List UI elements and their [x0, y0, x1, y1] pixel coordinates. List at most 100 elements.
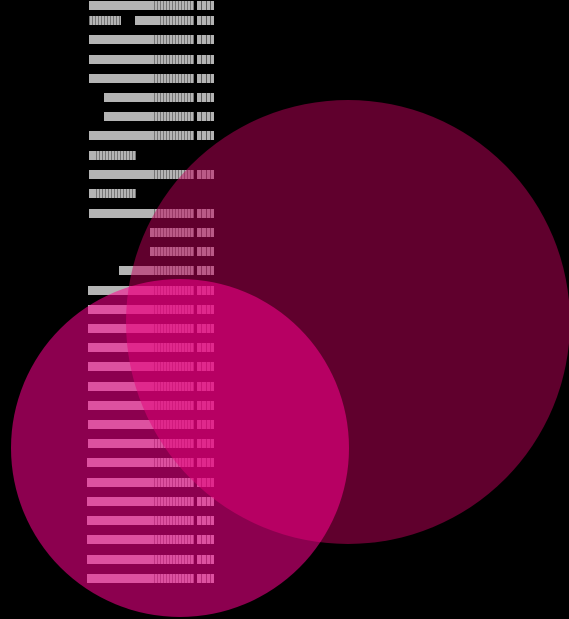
bar-stripe: [175, 131, 176, 140]
bar-stripe: [169, 112, 170, 121]
bar-stripe: [210, 74, 211, 83]
bar-stripe: [201, 16, 202, 25]
bar-row: [89, 16, 214, 25]
bar-stripe: [166, 131, 167, 140]
bar-stripe: [181, 55, 182, 64]
bar-stripe: [154, 55, 155, 64]
bar-stripe: [99, 151, 100, 160]
bar-stripe: [184, 1, 185, 10]
bar-stripe: [119, 16, 120, 25]
bar-stripe: [114, 151, 115, 160]
bar-stripe: [163, 112, 164, 121]
bar-stripe: [178, 74, 179, 83]
bar-stripe: [157, 1, 158, 10]
bar-stripe: [163, 93, 164, 102]
bar-segment: [135, 16, 194, 25]
bar-stripe: [181, 35, 182, 44]
bar-tail: [197, 74, 214, 83]
bar-stripe: [190, 93, 191, 102]
bar-stripe: [102, 151, 103, 160]
bar-stripe: [181, 170, 182, 179]
bar-stripe: [104, 16, 105, 25]
bar-stripe: [120, 189, 121, 198]
bar-stripe: [206, 16, 207, 25]
bar-stripe: [178, 112, 179, 121]
bar-row: [89, 1, 214, 10]
bar-stripe: [187, 1, 188, 10]
bar-stripe: [172, 170, 173, 179]
bar-stripe: [123, 151, 124, 160]
bar-stripe: [166, 1, 167, 10]
bar-stripe: [178, 35, 179, 44]
bar-stripe: [210, 112, 211, 121]
bar-stripe: [193, 35, 194, 44]
bar-stripe: [160, 112, 161, 121]
bar-stripe: [117, 189, 118, 198]
bar-stripe: [181, 93, 182, 102]
bar-stripe: [181, 112, 182, 121]
bar-stripe: [169, 93, 170, 102]
bar-segment: [89, 189, 136, 198]
bar-stripe: [92, 16, 93, 25]
bar-stripe: [99, 189, 100, 198]
bar-stripe: [96, 151, 97, 160]
bar-row: [89, 131, 214, 140]
bar-stripe: [102, 189, 103, 198]
bar-stripe: [166, 74, 167, 83]
bar-stripe: [163, 74, 164, 83]
bar-stripe: [184, 35, 185, 44]
bar-stripe: [163, 16, 164, 25]
bar-stripe: [160, 1, 161, 10]
bar-segment: [89, 1, 194, 10]
bar-stripe: [169, 35, 170, 44]
bar-stripe: [107, 16, 108, 25]
bar-stripe: [187, 35, 188, 44]
bar-stripe: [193, 112, 194, 121]
bar-stripe: [126, 151, 127, 160]
bar-stripe: [184, 74, 185, 83]
bar-stripe: [172, 1, 173, 10]
bar-row: [89, 151, 136, 160]
bar-stripe: [95, 16, 96, 25]
bar-stripe: [190, 112, 191, 121]
bar-stripe: [206, 93, 207, 102]
bar-stripe: [154, 112, 155, 121]
bar-stripe: [206, 74, 207, 83]
bar-stripe: [210, 16, 211, 25]
bar-stripe: [210, 93, 211, 102]
bar-stripe: [187, 16, 188, 25]
bar-stripe: [172, 35, 173, 44]
bar-stripe: [163, 131, 164, 140]
bar-segment: [89, 55, 194, 64]
bar-stripe: [184, 55, 185, 64]
small-pink-circle: [11, 279, 349, 617]
bar-stripe: [175, 93, 176, 102]
bar-stripe: [184, 112, 185, 121]
bar-stripe: [169, 16, 170, 25]
bar-row: [89, 189, 136, 198]
bar-stripe: [110, 16, 111, 25]
bar-stripe: [157, 112, 158, 121]
bar-tail: [197, 35, 214, 44]
bar-stripe: [193, 131, 194, 140]
bar-row: [89, 35, 214, 44]
bar-row: [104, 112, 214, 121]
bar-stripe: [206, 131, 207, 140]
bar-stripe: [123, 189, 124, 198]
bar-tail: [197, 16, 214, 25]
bar-stripe: [175, 112, 176, 121]
bar-stripe: [114, 189, 115, 198]
bar-stripe: [178, 170, 179, 179]
bar-stripe: [126, 189, 127, 198]
bar-stripe: [187, 74, 188, 83]
bar-stripe: [181, 1, 182, 10]
bar-stripe: [160, 170, 161, 179]
bar-stripe: [169, 74, 170, 83]
bar-segment: [89, 209, 194, 218]
bar-stripe: [172, 55, 173, 64]
bar-stripe: [157, 170, 158, 179]
bar-segment: [89, 74, 194, 83]
bar-stripe: [154, 170, 155, 179]
bar-tail: [197, 131, 214, 140]
bar-stripe: [190, 35, 191, 44]
